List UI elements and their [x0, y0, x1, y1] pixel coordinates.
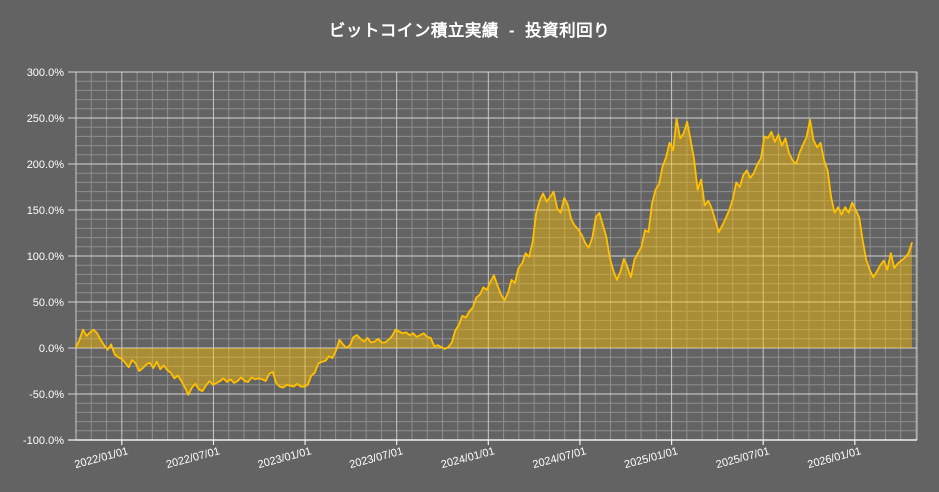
x-tick-label: 2022/07/01: [165, 445, 221, 471]
y-tick-label: -50.0%: [29, 389, 64, 401]
y-tick-label: 250.0%: [27, 113, 65, 125]
y-tick-label: 100.0%: [27, 251, 65, 263]
y-tick-label: 300.0%: [27, 67, 65, 79]
x-tick-label: 2022/01/01: [73, 445, 129, 471]
y-tick-label: 200.0%: [27, 159, 65, 171]
gridlines: [75, 71, 918, 440]
y-axis: 300.0% 250.0% 200.0% 150.0% 100.0% 50.0% 0.0% -…: [23, 67, 76, 447]
x-tick-label: 2024/07/01: [531, 445, 587, 471]
yield-area-fill: [76, 118, 912, 395]
x-tick-label: 2023/01/01: [257, 445, 313, 471]
y-tick-label: 0.0%: [39, 343, 64, 355]
x-tick-label: 2024/01/01: [440, 445, 496, 471]
x-tick-label: 2026/01/01: [806, 445, 862, 471]
yield-line: [75, 118, 913, 396]
x-tick-label: 2023/07/01: [348, 445, 404, 471]
x-axis: 2022/01/01 2022/07/01 2023/01/01 2023/07/01…: [68, 439, 917, 471]
y-tick-label: 50.0%: [33, 297, 64, 309]
chart-title: ビットコイン積立実績 - 投資利回り: [328, 22, 611, 40]
x-tick-label: 2025/01/01: [623, 445, 679, 471]
y-tick-label: -100.0%: [23, 435, 64, 447]
y-tick-label: 150.0%: [27, 205, 65, 217]
x-tick-label: 2025/07/01: [715, 445, 771, 471]
